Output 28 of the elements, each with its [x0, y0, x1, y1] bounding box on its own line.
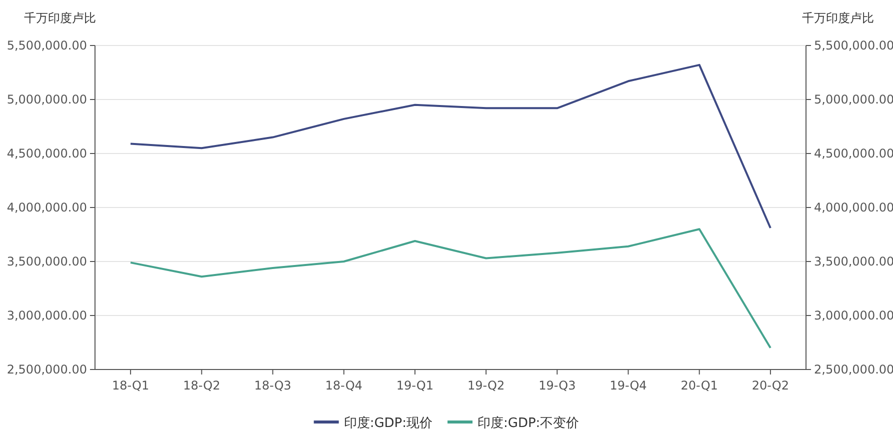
y-tick-label: 4,000,000.00: [6, 200, 87, 214]
y2-tick-label: 3,000,000.00: [814, 308, 893, 322]
legend-label: 印度:GDP:不变价: [478, 415, 580, 431]
x-tick-label: 18-Q4: [325, 378, 362, 392]
y2-tick-label: 5,000,000.00: [814, 92, 893, 106]
x-tick-label: 20-Q2: [752, 378, 790, 392]
x-tick-label: 19-Q2: [467, 378, 505, 392]
y2-axis-title: 千万印度卢比: [802, 11, 874, 25]
y-axis-title: 千万印度卢比: [24, 11, 96, 25]
x-tick-label: 18-Q2: [183, 378, 220, 392]
y2-tick-label: 4,500,000.00: [814, 146, 893, 160]
y2-tick-label: 2,500,000.00: [814, 362, 893, 376]
y2-tick-label: 5,500,000.00: [814, 38, 893, 52]
y2-tick-label: 4,000,000.00: [814, 200, 893, 214]
y-tick-label: 3,000,000.00: [6, 308, 87, 322]
x-tick-label: 20-Q1: [680, 378, 718, 392]
y2-tick-label: 3,500,000.00: [814, 254, 893, 268]
y-tick-label: 5,000,000.00: [6, 92, 87, 106]
x-tick-label: 19-Q4: [610, 378, 647, 392]
y-tick-label: 2,500,000.00: [6, 362, 87, 376]
y-tick-label: 3,500,000.00: [6, 254, 87, 268]
x-tick-label: 18-Q3: [254, 378, 292, 392]
legend-label: 印度:GDP:现价: [344, 415, 432, 431]
x-tick-label: 19-Q3: [538, 378, 576, 392]
y-tick-label: 4,500,000.00: [6, 146, 87, 160]
x-tick-label: 19-Q1: [396, 378, 434, 392]
y-tick-label: 5,500,000.00: [6, 38, 87, 52]
x-tick-label: 18-Q1: [112, 378, 150, 392]
